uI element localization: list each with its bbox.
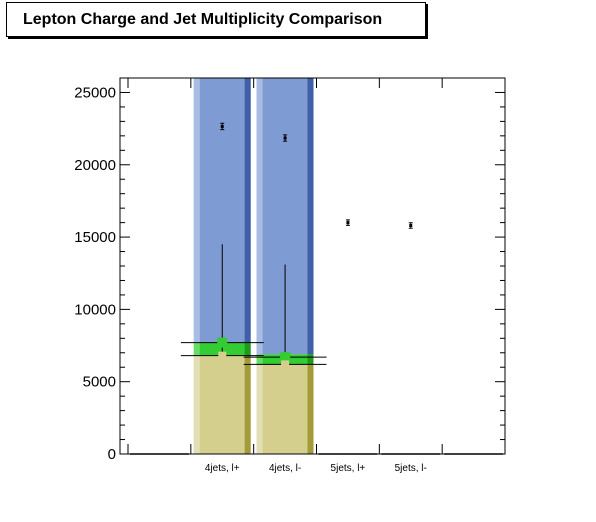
- y-tick-label: 15000: [74, 229, 116, 246]
- mc-base-marker: [281, 360, 290, 369]
- bar-highlight: [193, 355, 200, 454]
- data-point: [220, 124, 224, 128]
- bar-shadow: [307, 364, 314, 454]
- bar-shadow: [307, 78, 314, 355]
- data-point: [283, 136, 287, 140]
- bar-shadow: [244, 78, 251, 343]
- bar-highlight: [193, 342, 200, 356]
- bar-segment: [193, 355, 251, 454]
- chart-title-box: Lepton Charge and Jet Multiplicity Compa…: [6, 2, 426, 37]
- mc-total-marker: [217, 337, 228, 348]
- marks-layer: [180, 122, 413, 369]
- data-point: [346, 221, 350, 225]
- bars-layer: [130, 78, 503, 455]
- mc-total-marker: [280, 352, 291, 363]
- bar-shadow: [244, 342, 251, 356]
- bar-highlight: [193, 78, 200, 343]
- data-point: [409, 224, 413, 228]
- x-tick-label: 5jets, l+: [331, 463, 366, 474]
- x-tick-label: 4jets, l-: [269, 463, 301, 474]
- bar-segment: [256, 364, 314, 454]
- chart-title: Lepton Charge and Jet Multiplicity Compa…: [23, 10, 383, 28]
- y-tick-label: 20000: [74, 157, 116, 174]
- bar-highlight: [256, 78, 263, 355]
- y-tick-label: 5000: [83, 374, 116, 391]
- mc-base-marker: [218, 351, 227, 360]
- axis-layer: 0 5000 10000 15000 20000 25000 4jets, l+ 4jets,…: [74, 77, 506, 474]
- y-tick-label: 25000: [74, 84, 116, 101]
- bar-highlight: [256, 354, 263, 365]
- y-tick-label: 0: [108, 446, 116, 463]
- x-tick-label: 5jets, l-: [395, 463, 427, 474]
- bar-shadow: [307, 354, 314, 365]
- bar-shadow: [244, 355, 251, 454]
- bar-highlight: [256, 364, 263, 454]
- x-tick-label: 4jets, l+: [205, 463, 240, 474]
- y-tick-label: 10000: [74, 301, 116, 318]
